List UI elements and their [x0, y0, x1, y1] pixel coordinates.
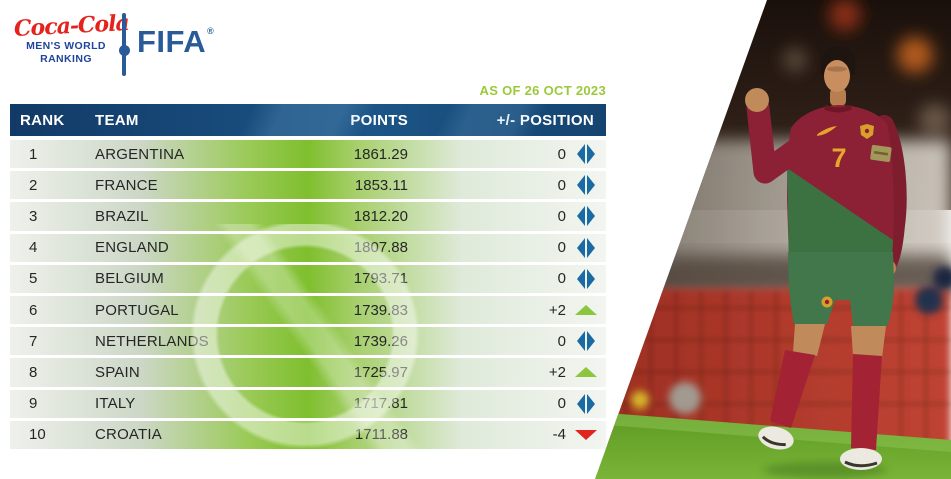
points-value: 1812.20 — [353, 207, 408, 225]
rank-value: 3 — [29, 207, 38, 225]
position-change-value: 0 — [557, 207, 566, 225]
table-row: 2 FRANCE 1853.11 0 — [10, 171, 606, 200]
team-name: ENGLAND — [95, 239, 169, 257]
table-row: 9 ITALY 1717.81 0 — [10, 389, 606, 418]
table-row: 7 NETHERLANDS 1739.26 0 — [10, 327, 606, 356]
rank-up-icon — [575, 367, 597, 378]
coca-cola-script: Coca-Cola — [13, 10, 130, 42]
rank-value: 6 — [29, 301, 38, 319]
position-change-icon-cell — [566, 237, 606, 258]
header-team: TEAM — [95, 111, 139, 129]
position-change-value: 0 — [557, 395, 566, 413]
rank-value: 5 — [29, 270, 38, 288]
points-value: 1711.88 — [354, 426, 408, 444]
no-change-icon — [577, 268, 595, 289]
table-row: 5 BELGIUM 1793.71 0 — [10, 264, 606, 293]
rank-value: 10 — [29, 426, 46, 444]
position-change-icon-cell — [566, 367, 606, 378]
brand-lockup: Coca-Cola MEN'S WORLD RANKING FIFA® — [0, 0, 600, 90]
table-row: 3 BRAZIL 1812.20 0 — [10, 202, 606, 231]
points-value: 1807.88 — [353, 239, 408, 257]
table-header-row: RANK TEAM POINTS +/- POSITION — [10, 104, 606, 136]
coca-cola-logo: Coca-Cola MEN'S WORLD RANKING — [13, 10, 129, 66]
position-change-value: 0 — [557, 239, 566, 257]
rank-value: 1 — [29, 145, 38, 163]
player-photo: 7 — [595, 0, 951, 479]
ronaldo-illustration: 7 — [595, 0, 951, 479]
position-change-icon-cell — [566, 305, 606, 316]
no-change-icon — [577, 206, 595, 227]
brand-subtitle-line2: RANKING — [40, 53, 92, 66]
team-name: PORTUGAL — [95, 301, 179, 319]
position-change-icon-cell — [566, 393, 606, 414]
header-rank: RANK — [20, 111, 65, 129]
team-name: NETHERLANDS — [95, 332, 209, 350]
no-change-icon — [577, 175, 595, 196]
registered-mark: ® — [207, 26, 215, 36]
points-value: 1793.71 — [353, 270, 408, 288]
team-name: ITALY — [95, 395, 136, 413]
points-value: 1725.97 — [353, 363, 408, 381]
no-change-icon — [577, 331, 595, 352]
header-position-change: +/- POSITION — [496, 111, 594, 129]
points-value: 1739.26 — [353, 332, 408, 350]
team-name: CROATIA — [95, 426, 162, 444]
table-row: 10 CROATIA 1711.88 -4 — [10, 420, 606, 449]
team-name: FRANCE — [95, 176, 158, 194]
points-value: 1717.81 — [353, 395, 408, 413]
points-value: 1739.83 — [353, 301, 408, 319]
team-name: SPAIN — [95, 363, 140, 381]
points-value: 1853.11 — [354, 176, 408, 194]
rank-value: 8 — [29, 363, 38, 381]
team-name: BELGIUM — [95, 270, 164, 288]
position-change-value: 0 — [557, 145, 566, 163]
position-change-icon-cell — [566, 144, 606, 165]
ranking-table: RANK TEAM POINTS +/- POSITION 1 ARGENTIN… — [10, 104, 606, 451]
player-figure: 7 — [745, 46, 907, 470]
rank-value: 9 — [29, 395, 38, 413]
no-change-icon — [577, 144, 595, 165]
position-change-icon-cell — [566, 331, 606, 352]
position-change-value: -4 — [552, 426, 566, 444]
position-change-value: +2 — [548, 301, 566, 319]
position-change-value: 0 — [557, 332, 566, 350]
position-change-icon-cell — [566, 175, 606, 196]
as-of-date: AS OF 26 OCT 2023 — [479, 83, 606, 98]
table-row: 6 PORTUGAL 1739.83 +2 — [10, 295, 606, 325]
team-name: BRAZIL — [95, 207, 149, 225]
points-value: 1861.29 — [353, 145, 408, 163]
rank-down-icon — [575, 429, 597, 440]
position-change-icon-cell — [566, 206, 606, 227]
fifa-wordmark: FIFA® — [137, 26, 214, 57]
rank-value: 4 — [29, 239, 38, 257]
jersey-number: 7 — [831, 143, 846, 173]
position-change-value: 0 — [557, 270, 566, 288]
fifa-text: FIFA — [137, 24, 207, 59]
table-body: 1 ARGENTINA 1861.29 0 2 FRANCE 1853.11 0… — [10, 140, 606, 449]
position-change-icon-cell — [566, 429, 606, 440]
table-row: 8 SPAIN 1725.97 +2 — [10, 358, 606, 387]
table-row: 4 ENGLAND 1807.88 0 — [10, 233, 606, 262]
no-change-icon — [577, 393, 595, 414]
rank-value: 7 — [29, 332, 38, 350]
table-row: 1 ARGENTINA 1861.29 0 — [10, 140, 606, 169]
brand-divider — [118, 13, 130, 76]
header-points: POINTS — [350, 111, 408, 129]
rank-up-icon — [575, 305, 597, 316]
position-change-value: 0 — [557, 176, 566, 194]
team-name: ARGENTINA — [95, 145, 185, 163]
brand-subtitle-line1: MEN'S WORLD — [26, 40, 106, 53]
position-change-icon-cell — [566, 268, 606, 289]
no-change-icon — [577, 237, 595, 258]
position-change-value: +2 — [548, 363, 566, 381]
rank-value: 2 — [29, 176, 38, 194]
